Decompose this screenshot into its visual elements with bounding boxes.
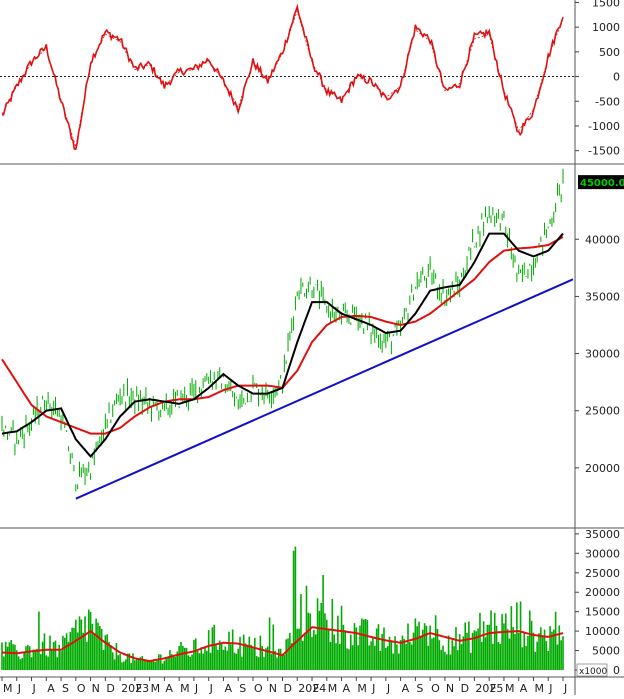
x-tick-label: M — [328, 682, 338, 695]
osc-tick-label: -500 — [595, 95, 620, 108]
x-tick-label: J — [371, 682, 375, 695]
x-tick-label: N — [92, 682, 100, 695]
x-tick-label: J — [17, 682, 21, 695]
x-tick-label: F — [313, 682, 319, 695]
x-tick-label: O — [77, 682, 86, 695]
osc-tick-label: 1000 — [592, 21, 620, 34]
price-tick-label: 30000 — [585, 348, 620, 361]
x-tick-label: A — [47, 682, 55, 695]
volume-unit-label: x1000 — [579, 667, 608, 677]
x-tick-label: A — [520, 682, 528, 695]
volume-tick-label: 5000 — [592, 645, 620, 658]
x-tick-label: N — [446, 682, 454, 695]
x-tick-label: S — [239, 682, 246, 695]
oscillator-line — [1, 3, 564, 150]
last-price-label: 45000.00 — [580, 178, 624, 189]
x-tick-label: M — [151, 682, 161, 695]
volume-tick-label: 15000 — [585, 606, 620, 619]
x-tick-label: M — [180, 682, 190, 695]
osc-tick-label: -1000 — [588, 120, 620, 133]
price-tick-label: 40000 — [585, 233, 620, 246]
x-tick-label: M — [357, 682, 367, 695]
x-tick-label: J — [563, 682, 567, 695]
price-tick-label: 35000 — [585, 290, 620, 303]
x-tick-label: D — [106, 682, 114, 695]
x-tick-label: A — [343, 682, 351, 695]
x-tick-label: M — [3, 682, 13, 695]
x-tick-label: D — [461, 682, 469, 695]
volume-tick-label: 30000 — [585, 547, 620, 560]
x-tick-label: O — [254, 682, 263, 695]
osc-tick-label: 1500 — [592, 0, 620, 9]
volume-tick-label: 20000 — [585, 586, 620, 599]
last-price-box — [578, 175, 624, 190]
x-tick-label: F — [490, 682, 496, 695]
x-tick-label: D — [284, 682, 292, 695]
volume-tick-label: 35000 — [585, 528, 620, 541]
x-tick-label: J — [209, 682, 213, 695]
x-tick-label: 2023 — [121, 682, 149, 695]
x-tick-label: A — [224, 682, 232, 695]
x-tick-label: 2024 — [298, 682, 326, 695]
price-panel: 20000 25000 30000 35000 40000 45000.00 — [1, 168, 624, 500]
trendline — [75, 278, 574, 500]
x-tick-label: 2025 — [475, 682, 503, 695]
volume-average-line — [1, 626, 564, 663]
price-tick-label: 20000 — [585, 462, 620, 475]
osc-tick-label: -1500 — [588, 145, 620, 158]
oscillator-panel: 1500 1000 500 0 -500 -1000 -1500 — [0, 0, 620, 158]
volume-unit-box — [576, 663, 608, 677]
x-tick-label: S — [416, 682, 423, 695]
x-tick-label: S — [62, 682, 69, 695]
x-tick-label: F — [136, 682, 142, 695]
x-tick-label: M — [505, 682, 515, 695]
price-tick-label: 25000 — [585, 405, 620, 418]
x-tick-label: A — [165, 682, 173, 695]
osc-tick-label: 0 — [613, 71, 620, 84]
moving-average-short-line — [1, 232, 564, 458]
x-tick-label: N — [269, 682, 277, 695]
x-tick-label: J — [32, 682, 36, 695]
volume-tick-label: 10000 — [585, 625, 620, 638]
volume-panel: 35000 30000 25000 20000 15000 10000 5000 0 x1000 — [1, 528, 620, 677]
x-tick-label: J — [548, 682, 552, 695]
x-tick-label: A — [402, 682, 410, 695]
x-tick-label: O — [431, 682, 440, 695]
x-tick-label: J — [194, 682, 198, 695]
x-tick-label: M — [534, 682, 544, 695]
volume-tick-label: 25000 — [585, 567, 620, 580]
x-tick-label: J — [386, 682, 390, 695]
osc-tick-label: 500 — [599, 46, 620, 59]
volume-tick-label: 0 — [613, 664, 620, 677]
